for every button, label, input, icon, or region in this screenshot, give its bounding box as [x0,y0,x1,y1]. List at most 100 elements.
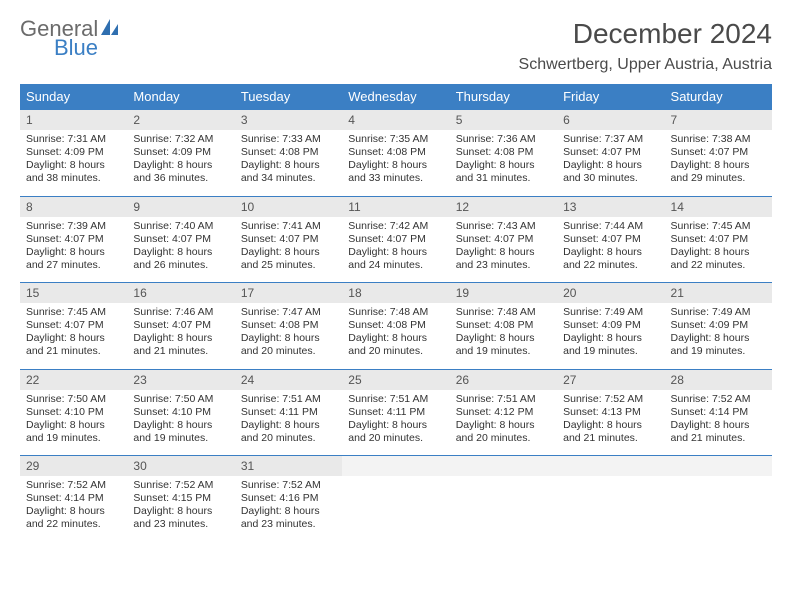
sunset-text: Sunset: 4:11 PM [241,406,336,419]
weekday-header: Monday [127,84,234,110]
daylight-text: Daylight: 8 hours and 20 minutes. [348,419,443,445]
day-number-cell: 9 [127,196,234,217]
day-content-cell: Sunrise: 7:43 AMSunset: 4:07 PMDaylight:… [450,217,557,283]
daylight-text: Daylight: 8 hours and 22 minutes. [671,246,766,272]
day-number-cell: 7 [665,110,772,131]
sunrise-text: Sunrise: 7:49 AM [563,306,658,319]
day-number-row: 15161718192021 [20,283,772,304]
daylight-text: Daylight: 8 hours and 19 minutes. [26,419,121,445]
sunrise-text: Sunrise: 7:43 AM [456,220,551,233]
day-content-cell: Sunrise: 7:44 AMSunset: 4:07 PMDaylight:… [557,217,664,283]
weekday-header: Saturday [665,84,772,110]
day-number-cell: 4 [342,110,449,131]
day-content-cell: Sunrise: 7:36 AMSunset: 4:08 PMDaylight:… [450,130,557,196]
sunset-text: Sunset: 4:07 PM [456,233,551,246]
sunset-text: Sunset: 4:16 PM [241,492,336,505]
sunrise-text: Sunrise: 7:36 AM [456,133,551,146]
sunset-text: Sunset: 4:14 PM [671,406,766,419]
day-content-cell: Sunrise: 7:39 AMSunset: 4:07 PMDaylight:… [20,217,127,283]
sunset-text: Sunset: 4:07 PM [563,146,658,159]
day-number-cell: 1 [20,110,127,131]
day-content-cell: Sunrise: 7:50 AMSunset: 4:10 PMDaylight:… [20,390,127,456]
weekday-header: Wednesday [342,84,449,110]
day-number-cell: 31 [235,456,342,477]
daylight-text: Daylight: 8 hours and 19 minutes. [671,332,766,358]
sunrise-text: Sunrise: 7:52 AM [26,479,121,492]
sunset-text: Sunset: 4:07 PM [26,319,121,332]
day-number-cell: 12 [450,196,557,217]
daylight-text: Daylight: 8 hours and 21 minutes. [671,419,766,445]
daylight-text: Daylight: 8 hours and 21 minutes. [133,332,228,358]
day-number-cell: 20 [557,283,664,304]
day-content-cell: Sunrise: 7:51 AMSunset: 4:11 PMDaylight:… [342,390,449,456]
sunrise-text: Sunrise: 7:32 AM [133,133,228,146]
sunrise-text: Sunrise: 7:52 AM [671,393,766,406]
sunset-text: Sunset: 4:07 PM [563,233,658,246]
day-number-cell: 2 [127,110,234,131]
daylight-text: Daylight: 8 hours and 20 minutes. [456,419,551,445]
day-content-cell: Sunrise: 7:52 AMSunset: 4:16 PMDaylight:… [235,476,342,542]
sunrise-text: Sunrise: 7:31 AM [26,133,121,146]
day-content-cell: Sunrise: 7:42 AMSunset: 4:07 PMDaylight:… [342,217,449,283]
day-content-cell: Sunrise: 7:52 AMSunset: 4:15 PMDaylight:… [127,476,234,542]
day-content-cell: Sunrise: 7:52 AMSunset: 4:14 PMDaylight:… [665,390,772,456]
day-content-cell: Sunrise: 7:35 AMSunset: 4:08 PMDaylight:… [342,130,449,196]
day-content-cell [665,476,772,542]
sunrise-text: Sunrise: 7:51 AM [348,393,443,406]
sunrise-text: Sunrise: 7:50 AM [133,393,228,406]
calendar-table: Sunday Monday Tuesday Wednesday Thursday… [20,84,772,542]
sunset-text: Sunset: 4:08 PM [456,146,551,159]
sunrise-text: Sunrise: 7:44 AM [563,220,658,233]
sunrise-text: Sunrise: 7:46 AM [133,306,228,319]
day-number-cell: 15 [20,283,127,304]
day-number-cell: 19 [450,283,557,304]
day-number-cell: 11 [342,196,449,217]
day-content-cell: Sunrise: 7:52 AMSunset: 4:13 PMDaylight:… [557,390,664,456]
day-content-cell: Sunrise: 7:40 AMSunset: 4:07 PMDaylight:… [127,217,234,283]
day-number-cell: 3 [235,110,342,131]
daylight-text: Daylight: 8 hours and 27 minutes. [26,246,121,272]
day-number-cell: 18 [342,283,449,304]
day-number-cell: 13 [557,196,664,217]
weekday-header-row: Sunday Monday Tuesday Wednesday Thursday… [20,84,772,110]
sunset-text: Sunset: 4:13 PM [563,406,658,419]
day-number-cell: 26 [450,369,557,390]
sunrise-text: Sunrise: 7:48 AM [456,306,551,319]
daylight-text: Daylight: 8 hours and 20 minutes. [241,332,336,358]
day-content-row: Sunrise: 7:50 AMSunset: 4:10 PMDaylight:… [20,390,772,456]
day-number-cell: 10 [235,196,342,217]
sunrise-text: Sunrise: 7:52 AM [563,393,658,406]
sunset-text: Sunset: 4:07 PM [348,233,443,246]
day-number-cell: 23 [127,369,234,390]
weekday-header: Friday [557,84,664,110]
day-content-cell: Sunrise: 7:45 AMSunset: 4:07 PMDaylight:… [20,303,127,369]
sunrise-text: Sunrise: 7:37 AM [563,133,658,146]
day-content-row: Sunrise: 7:39 AMSunset: 4:07 PMDaylight:… [20,217,772,283]
day-content-cell: Sunrise: 7:37 AMSunset: 4:07 PMDaylight:… [557,130,664,196]
sunset-text: Sunset: 4:09 PM [671,319,766,332]
weekday-header: Tuesday [235,84,342,110]
day-number-cell: 29 [20,456,127,477]
daylight-text: Daylight: 8 hours and 22 minutes. [26,505,121,531]
day-number-cell: 17 [235,283,342,304]
sunset-text: Sunset: 4:07 PM [671,233,766,246]
sunrise-text: Sunrise: 7:48 AM [348,306,443,319]
sunrise-text: Sunrise: 7:50 AM [26,393,121,406]
sunrise-text: Sunrise: 7:42 AM [348,220,443,233]
sunset-text: Sunset: 4:12 PM [456,406,551,419]
sunrise-text: Sunrise: 7:39 AM [26,220,121,233]
day-content-cell [450,476,557,542]
day-number-cell: 14 [665,196,772,217]
page-title: December 2024 [519,18,772,50]
day-content-row: Sunrise: 7:52 AMSunset: 4:14 PMDaylight:… [20,476,772,542]
sunset-text: Sunset: 4:14 PM [26,492,121,505]
sunrise-text: Sunrise: 7:51 AM [241,393,336,406]
sunset-text: Sunset: 4:07 PM [26,233,121,246]
sunrise-text: Sunrise: 7:52 AM [241,479,336,492]
daylight-text: Daylight: 8 hours and 23 minutes. [456,246,551,272]
daylight-text: Daylight: 8 hours and 19 minutes. [456,332,551,358]
daylight-text: Daylight: 8 hours and 19 minutes. [563,332,658,358]
sunrise-text: Sunrise: 7:49 AM [671,306,766,319]
sunrise-text: Sunrise: 7:45 AM [671,220,766,233]
brand-logo: General Blue [20,18,120,62]
